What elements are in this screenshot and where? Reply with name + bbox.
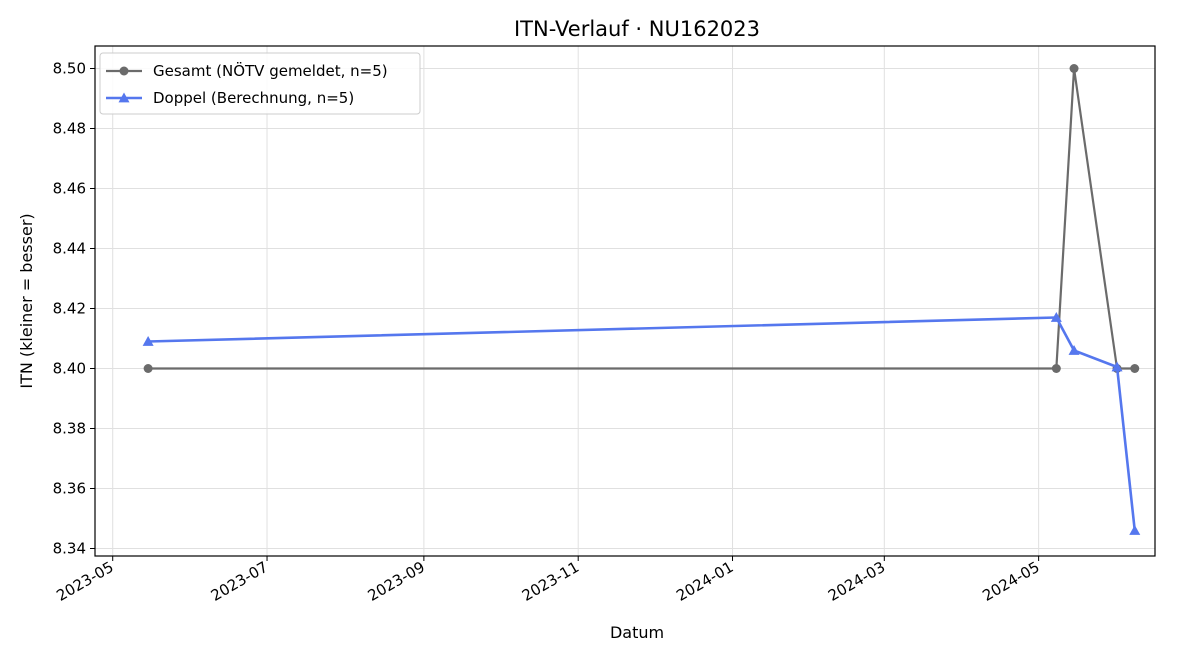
data-point — [1050, 312, 1062, 322]
y-tick-label: 8.50 — [53, 60, 86, 78]
data-point — [1068, 345, 1080, 355]
y-axis: 8.34 8.36 8.38 8.40 8.42 8.44 8.46 8.48 8.50 — [53, 60, 95, 558]
y-tick-label: 8.34 — [53, 540, 86, 558]
y-tick-label: 8.44 — [53, 240, 86, 258]
legend: Gesamt (NÖTV gemeldet, n=5) Doppel (Berec… — [99, 52, 421, 115]
plot-frame — [94, 45, 1156, 557]
data-point — [1129, 525, 1141, 535]
data-point — [143, 364, 153, 373]
x-axis-label: Datum — [610, 623, 664, 642]
data-point — [142, 336, 154, 346]
y-tick-label: 8.48 — [53, 120, 86, 138]
legend-marker — [119, 66, 129, 76]
legend-item: Gesamt (NÖTV gemeldet, n=5) — [106, 61, 388, 80]
legend-marker — [118, 92, 130, 103]
y-tick-label: 8.38 — [53, 420, 86, 438]
chart-title: ITN-Verlauf · NU162023 — [514, 17, 760, 41]
legend-label: Doppel (Berechnung, n=5) — [153, 89, 354, 107]
data-point — [1069, 64, 1079, 73]
y-tick-label: 8.40 — [53, 360, 86, 378]
series-layer — [142, 64, 1141, 535]
data-point — [1130, 364, 1140, 373]
y-axis-label: ITN (kleiner = besser) — [17, 213, 36, 388]
y-tick-label: 8.36 — [53, 480, 86, 498]
data-point — [1051, 364, 1061, 373]
series-doppel — [142, 312, 1141, 535]
y-tick-label: 8.46 — [53, 180, 86, 198]
legend-item: Doppel (Berechnung, n=5) — [106, 89, 354, 107]
legend-box — [99, 52, 421, 115]
y-tick-label: 8.42 — [53, 300, 86, 318]
legend-label: Gesamt (NÖTV gemeldet, n=5) — [153, 61, 388, 80]
data-point — [1111, 361, 1123, 372]
